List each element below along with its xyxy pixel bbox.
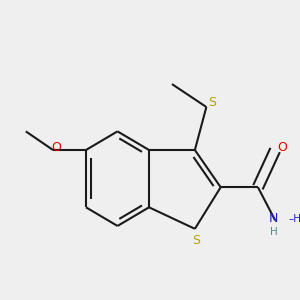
Text: N: N — [269, 212, 278, 225]
Text: S: S — [208, 96, 216, 109]
Text: O: O — [278, 141, 287, 154]
Text: –H: –H — [288, 214, 300, 224]
Text: O: O — [51, 141, 61, 154]
Text: S: S — [192, 234, 200, 247]
Text: H: H — [270, 227, 278, 237]
